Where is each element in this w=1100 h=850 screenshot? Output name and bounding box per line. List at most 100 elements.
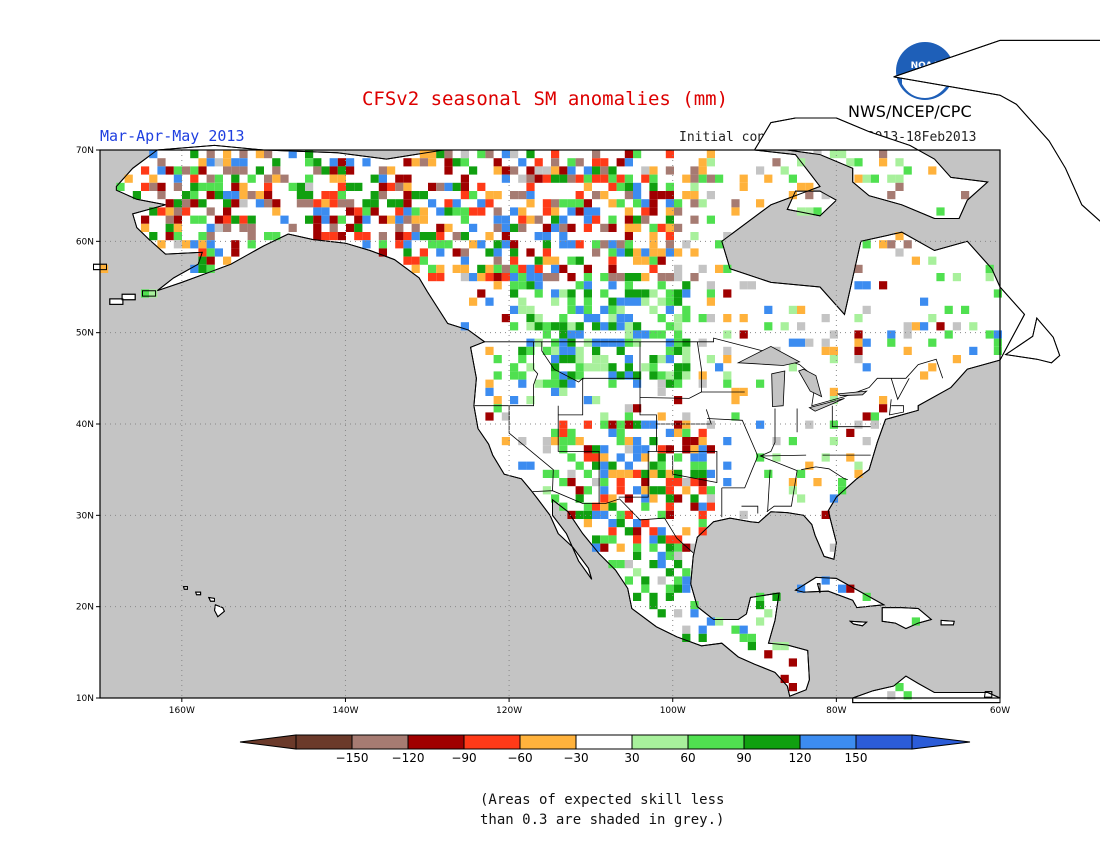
- anomaly-cell: [583, 363, 592, 372]
- anomaly-cell: [395, 174, 404, 183]
- anomaly-cell: [403, 158, 412, 167]
- anomaly-cell: [674, 584, 683, 593]
- anomaly-cell: [403, 240, 412, 249]
- anomaly-cell: [723, 371, 732, 380]
- anomaly-cell: [477, 240, 486, 249]
- anomaly-cell: [797, 305, 806, 314]
- anomaly-cell: [706, 297, 715, 306]
- anomaly-cell: [665, 322, 674, 331]
- anomaly-cell: [723, 264, 732, 273]
- anomaly-cell: [542, 273, 551, 282]
- anomaly-cell: [715, 363, 724, 372]
- anomaly-cell: [551, 371, 560, 380]
- anomaly-cell: [575, 461, 584, 470]
- anomaly-cell: [706, 158, 715, 167]
- anomaly-cell: [649, 543, 658, 552]
- anomaly-cell: [575, 158, 584, 167]
- grey-skill-cell: [305, 182, 314, 191]
- anomaly-cell: [641, 363, 650, 372]
- anomaly-cell: [583, 281, 592, 290]
- anomaly-cell: [690, 445, 699, 454]
- anomaly-cell: [272, 207, 281, 216]
- anomaly-cell: [706, 469, 715, 478]
- anomaly-cell: [665, 199, 674, 208]
- anomaly-cell: [551, 150, 560, 159]
- anomaly-cell: [493, 273, 502, 282]
- anomaly-cell: [100, 264, 109, 273]
- grey-skill-cell: [674, 264, 683, 273]
- anomaly-cell: [674, 469, 683, 478]
- anomaly-cell: [526, 461, 535, 470]
- anomaly-cell: [510, 396, 519, 405]
- anomaly-cell: [731, 625, 740, 634]
- anomaly-cell: [780, 166, 789, 175]
- anomaly-cell: [510, 240, 519, 249]
- grey-skill-cell: [723, 232, 732, 241]
- anomaly-cell: [649, 371, 658, 380]
- anomaly-cell: [805, 182, 814, 191]
- anomaly-cell: [313, 207, 322, 216]
- anomaly-cell: [288, 223, 297, 232]
- anomaly-cell: [649, 560, 658, 569]
- anomaly-cell: [838, 584, 847, 593]
- anomaly-cell: [829, 346, 838, 355]
- coastline: [207, 596, 215, 602]
- anomaly-cell: [305, 191, 314, 200]
- anomaly-cell: [362, 240, 371, 249]
- anomaly-cell: [641, 199, 650, 208]
- anomaly-cell: [854, 330, 863, 339]
- anomaly-cell: [616, 543, 625, 552]
- anomaly-cell: [706, 174, 715, 183]
- anomaly-cell: [395, 223, 404, 232]
- anomaly-cell: [559, 166, 568, 175]
- anomaly-cell: [961, 305, 970, 314]
- anomaly-cell: [928, 314, 937, 323]
- anomaly-cell: [485, 297, 494, 306]
- anomaly-cell: [551, 215, 560, 224]
- anomaly-cell: [518, 158, 527, 167]
- lon-label: 100W: [660, 706, 686, 716]
- anomaly-cell: [534, 232, 543, 241]
- anomaly-cell: [674, 223, 683, 232]
- anomaly-cell: [575, 256, 584, 265]
- anomaly-cell: [616, 469, 625, 478]
- organization-label: NWS/NCEP/CPC: [848, 102, 972, 121]
- lat-label: 10N: [76, 694, 94, 704]
- anomaly-cell: [690, 199, 699, 208]
- anomaly-cell: [846, 453, 855, 462]
- anomaly-cell: [633, 322, 642, 331]
- grey-skill-cell: [829, 543, 838, 552]
- anomaly-cell: [567, 322, 576, 331]
- anomaly-cell: [698, 519, 707, 528]
- anomaly-cell: [370, 174, 379, 183]
- anomaly-cell: [731, 396, 740, 405]
- anomaly-cell: [444, 240, 453, 249]
- anomaly-cell: [657, 510, 666, 519]
- anomaly-cell: [551, 289, 560, 298]
- anomaly-cell: [592, 215, 601, 224]
- anomaly-cell: [419, 215, 428, 224]
- anomaly-cell: [149, 232, 158, 241]
- anomaly-cell: [600, 363, 609, 372]
- anomaly-cell: [608, 305, 617, 314]
- anomaly-cell: [182, 240, 191, 249]
- anomaly-cell: [223, 215, 232, 224]
- anomaly-cell: [542, 223, 551, 232]
- anomaly-cell: [337, 199, 346, 208]
- legend-label: −30: [563, 751, 588, 765]
- anomaly-cell: [460, 232, 469, 241]
- anomaly-cell: [739, 174, 748, 183]
- anomaly-cell: [428, 264, 437, 273]
- anomaly-cell: [575, 371, 584, 380]
- anomaly-cell: [641, 584, 650, 593]
- anomaly-cell: [641, 297, 650, 306]
- anomaly-cell: [764, 650, 773, 659]
- grey-skill-cell: [854, 420, 863, 429]
- anomaly-cell: [592, 158, 601, 167]
- legend-swatch: [631, 734, 689, 750]
- anomaly-cell: [157, 207, 166, 216]
- anomaly-cell: [411, 191, 420, 200]
- anomaly-cell: [395, 182, 404, 191]
- grey-skill-cell: [682, 478, 691, 487]
- anomaly-cell: [428, 199, 437, 208]
